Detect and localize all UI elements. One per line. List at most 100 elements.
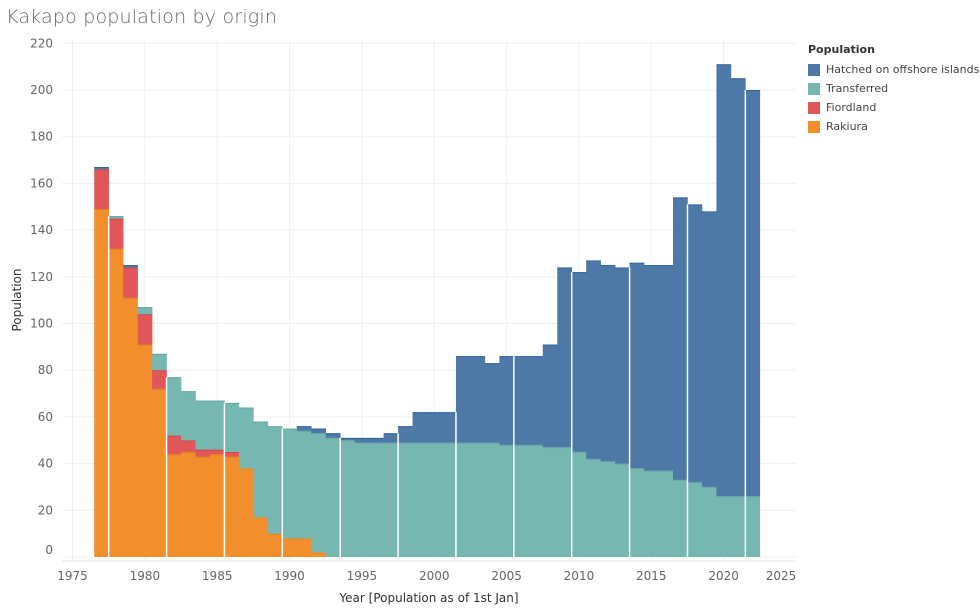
bar-rakiura-1985[interactable] bbox=[209, 454, 225, 557]
bar-hatched-on-offshore-islands-1992[interactable] bbox=[311, 428, 327, 434]
bar-rakiura-1980[interactable] bbox=[137, 344, 153, 557]
bar-hatched-on-offshore-islands-2019[interactable] bbox=[701, 211, 717, 487]
bar-transferred-2021[interactable] bbox=[730, 496, 746, 557]
bar-transferred-2017[interactable] bbox=[673, 479, 688, 557]
bar-hatched-on-offshore-islands-2021[interactable] bbox=[730, 78, 746, 497]
bar-transferred-1993[interactable] bbox=[325, 437, 341, 557]
bar-hatched-on-offshore-islands-1998[interactable] bbox=[398, 426, 413, 443]
bar-rakiura-1984[interactable] bbox=[195, 456, 211, 557]
bar-transferred-2022[interactable] bbox=[745, 496, 761, 557]
bar-hatched-on-offshore-islands-1994[interactable] bbox=[340, 437, 355, 441]
bar-transferred-1994[interactable] bbox=[340, 440, 355, 557]
bar-rakiura-1979[interactable] bbox=[123, 297, 138, 557]
bar-transferred-2007[interactable] bbox=[528, 444, 544, 557]
bar-hatched-on-offshore-islands-2001[interactable] bbox=[441, 412, 457, 443]
bar-fiordland-1980[interactable] bbox=[137, 314, 153, 345]
bar-rakiura-1990[interactable] bbox=[282, 538, 298, 557]
bar-fiordland-1981[interactable] bbox=[152, 370, 167, 389]
bar-hatched-on-offshore-islands-1996[interactable] bbox=[369, 437, 384, 443]
bar-transferred-2012[interactable] bbox=[600, 461, 616, 557]
bar-transferred-1984[interactable] bbox=[195, 400, 211, 450]
bar-transferred-2004[interactable] bbox=[484, 442, 500, 557]
bar-transferred-1999[interactable] bbox=[412, 442, 428, 557]
bar-rakiura-1981[interactable] bbox=[152, 388, 167, 557]
bar-fiordland-1984[interactable] bbox=[195, 449, 211, 457]
bar-transferred-2003[interactable] bbox=[470, 442, 486, 557]
bar-fiordland-1983[interactable] bbox=[181, 440, 196, 452]
bar-hatched-on-offshore-islands-2002[interactable] bbox=[455, 356, 471, 443]
bar-transferred-1989[interactable] bbox=[267, 426, 283, 534]
bar-transferred-1986[interactable] bbox=[224, 402, 240, 452]
bar-transferred-1991[interactable] bbox=[296, 430, 312, 539]
bar-hatched-on-offshore-islands-2005[interactable] bbox=[499, 356, 515, 445]
bar-transferred-2014[interactable] bbox=[629, 468, 645, 557]
bar-fiordland-1979[interactable] bbox=[123, 267, 138, 298]
bar-transferred-1990[interactable] bbox=[282, 428, 298, 539]
bar-transferred-2008[interactable] bbox=[542, 447, 558, 557]
bar-hatched-on-offshore-islands-2010[interactable] bbox=[571, 272, 587, 452]
bar-hatched-on-offshore-islands-1977[interactable] bbox=[94, 167, 109, 170]
bar-hatched-on-offshore-islands-1999[interactable] bbox=[412, 412, 428, 443]
bar-rakiura-1987[interactable] bbox=[238, 468, 254, 557]
bar-hatched-on-offshore-islands-2012[interactable] bbox=[600, 265, 616, 462]
bar-hatched-on-offshore-islands-2016[interactable] bbox=[658, 265, 674, 471]
bar-hatched-on-offshore-islands-2018[interactable] bbox=[687, 204, 703, 483]
bar-hatched-on-offshore-islands-1993[interactable] bbox=[325, 433, 341, 438]
bar-fiordland-1982[interactable] bbox=[166, 435, 182, 455]
bar-transferred-2006[interactable] bbox=[513, 444, 529, 557]
bar-hatched-on-offshore-islands-1995[interactable] bbox=[354, 437, 370, 443]
bar-transferred-2000[interactable] bbox=[427, 442, 442, 557]
bar-transferred-1982[interactable] bbox=[166, 377, 182, 436]
bar-transferred-1985[interactable] bbox=[209, 400, 225, 450]
bar-hatched-on-offshore-islands-2014[interactable] bbox=[629, 262, 645, 469]
bar-hatched-on-offshore-islands-2007[interactable] bbox=[528, 356, 544, 445]
bar-transferred-1988[interactable] bbox=[253, 421, 269, 518]
bar-transferred-2020[interactable] bbox=[716, 496, 732, 557]
legend-item[interactable]: Transferred bbox=[808, 79, 979, 98]
bar-transferred-2001[interactable] bbox=[441, 442, 457, 557]
bar-transferred-2013[interactable] bbox=[615, 463, 630, 557]
bar-hatched-on-offshore-islands-2020[interactable] bbox=[716, 64, 732, 497]
bar-rakiura-1991[interactable] bbox=[296, 538, 312, 557]
bar-transferred-1998[interactable] bbox=[398, 442, 413, 557]
bar-rakiura-1989[interactable] bbox=[267, 533, 283, 557]
bar-transferred-2015[interactable] bbox=[644, 470, 659, 557]
legend-item[interactable]: Hatched on offshore islands bbox=[808, 60, 979, 79]
legend-item[interactable]: Fiordland bbox=[808, 98, 979, 117]
bar-hatched-on-offshore-islands-1991[interactable] bbox=[296, 426, 312, 431]
bar-hatched-on-offshore-islands-2009[interactable] bbox=[557, 267, 573, 448]
bar-transferred-2018[interactable] bbox=[687, 482, 703, 557]
bar-rakiura-1978[interactable] bbox=[108, 248, 124, 557]
bar-hatched-on-offshore-islands-2003[interactable] bbox=[470, 356, 486, 443]
bar-hatched-on-offshore-islands-2017[interactable] bbox=[673, 197, 688, 480]
bar-transferred-2016[interactable] bbox=[658, 470, 674, 557]
bar-rakiura-1992[interactable] bbox=[311, 552, 327, 557]
bar-transferred-1978[interactable] bbox=[108, 216, 124, 219]
bar-fiordland-1978[interactable] bbox=[108, 218, 124, 249]
bar-rakiura-1988[interactable] bbox=[253, 517, 269, 557]
bar-rakiura-1982[interactable] bbox=[166, 454, 182, 557]
bar-transferred-1992[interactable] bbox=[311, 433, 327, 553]
bar-hatched-on-offshore-islands-2008[interactable] bbox=[542, 344, 558, 448]
bar-transferred-2005[interactable] bbox=[499, 444, 515, 557]
bar-hatched-on-offshore-islands-2022[interactable] bbox=[745, 90, 761, 497]
bar-hatched-on-offshore-islands-2015[interactable] bbox=[644, 265, 659, 471]
bar-transferred-1997[interactable] bbox=[383, 442, 399, 557]
bar-fiordland-1986[interactable] bbox=[224, 451, 240, 457]
legend-item[interactable]: Rakiura bbox=[808, 117, 979, 136]
bar-transferred-1983[interactable] bbox=[181, 391, 196, 441]
bar-hatched-on-offshore-islands-2011[interactable] bbox=[586, 260, 601, 459]
bar-fiordland-1985[interactable] bbox=[209, 449, 225, 455]
bar-fiordland-1977[interactable] bbox=[94, 169, 109, 210]
bar-transferred-1981[interactable] bbox=[152, 353, 167, 371]
bar-hatched-on-offshore-islands-2000[interactable] bbox=[427, 412, 442, 443]
bar-transferred-1987[interactable] bbox=[238, 407, 254, 469]
bar-transferred-2011[interactable] bbox=[586, 458, 601, 557]
bar-transferred-1995[interactable] bbox=[354, 442, 370, 557]
bar-transferred-2010[interactable] bbox=[571, 451, 587, 557]
bar-hatched-on-offshore-islands-2006[interactable] bbox=[513, 356, 529, 445]
bar-transferred-1980[interactable] bbox=[137, 307, 153, 315]
bar-rakiura-1983[interactable] bbox=[181, 451, 196, 557]
bar-hatched-on-offshore-islands-1979[interactable] bbox=[123, 265, 138, 268]
bar-transferred-2009[interactable] bbox=[557, 447, 573, 557]
